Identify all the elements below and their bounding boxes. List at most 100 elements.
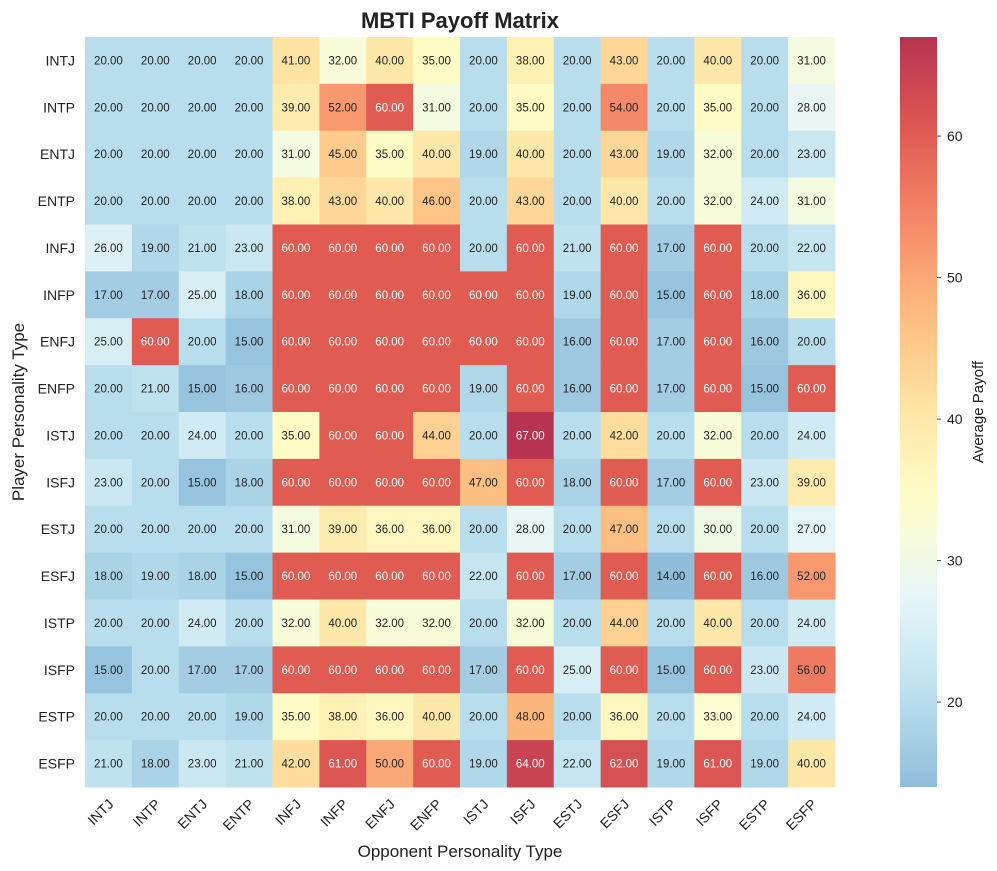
cell-value-label: 40.00	[422, 712, 451, 724]
heatmap-cell	[460, 458, 508, 507]
cell-value-label: 20.00	[750, 712, 779, 724]
cell-value-label: 60.00	[610, 337, 639, 349]
cell-value-label: 60.00	[703, 665, 732, 677]
heatmap-cell	[272, 740, 320, 788]
cell-value-label: 32.00	[703, 430, 732, 442]
cell-value-label: 40.00	[375, 55, 404, 67]
heatmap-cell	[788, 693, 836, 741]
cell-value-label: 60.00	[422, 665, 451, 677]
cell-value-label: 20.00	[563, 149, 592, 161]
cell-value-label: 60.00	[610, 243, 639, 255]
cell-value-label: 24.00	[797, 430, 826, 442]
heatmap-cell	[85, 177, 133, 225]
heatmap-cell	[460, 318, 508, 366]
heatmap-cell	[553, 646, 602, 694]
heatmap-cell	[272, 177, 320, 225]
heatmap-cell	[85, 412, 133, 460]
cell-value-label: 17.00	[657, 243, 686, 255]
cell-value-label: 24.00	[750, 196, 779, 208]
heatmap-cell	[413, 552, 461, 600]
cell-value-label: 42.00	[282, 759, 311, 771]
cell-value-label: 60.00	[610, 290, 639, 302]
y-tick-label: INTP	[43, 99, 75, 115]
heatmap-cell	[319, 599, 367, 647]
heatmap-cell	[460, 599, 508, 647]
cell-value-label: 16.00	[563, 337, 592, 349]
cell-value-label: 18.00	[235, 477, 264, 489]
cell-value-label: 60.00	[375, 337, 404, 349]
cell-value-label: 20.00	[657, 712, 686, 724]
cell-value-label: 18.00	[750, 290, 779, 302]
y-tick-label: ISTJ	[46, 427, 75, 443]
cell-value-label: 23.00	[235, 243, 264, 255]
heatmap-cell	[131, 318, 180, 366]
heatmap-cell	[647, 740, 695, 788]
cell-value-label: 27.00	[797, 524, 826, 536]
heatmap-cell	[85, 37, 133, 85]
colorbar-tick-label: 50	[947, 270, 963, 286]
heatmap-cell	[506, 412, 555, 460]
cell-value-label: 36.00	[375, 712, 404, 724]
heatmap-cell	[131, 505, 180, 554]
heatmap-cell	[85, 271, 133, 319]
heatmap-cell	[694, 412, 742, 460]
cell-value-label: 50.00	[375, 759, 404, 771]
cell-value-label: 60.00	[610, 665, 639, 677]
heatmap-cell	[788, 271, 836, 319]
cell-value-label: 60.00	[422, 477, 451, 489]
cell-value-label: 20.00	[188, 102, 217, 114]
cell-value-label: 32.00	[703, 149, 732, 161]
cell-value-label: 19.00	[563, 290, 592, 302]
heatmap-cell	[694, 365, 742, 413]
x-tick-label: INFP	[317, 796, 351, 830]
cell-value-label: 20.00	[563, 196, 592, 208]
heatmap-cell	[694, 271, 742, 319]
heatmap-cell	[506, 646, 555, 694]
heatmap-cell	[413, 177, 461, 225]
heatmap-cell	[506, 740, 555, 788]
x-tick-label: INTP	[130, 796, 164, 830]
cell-value-label: 60.00	[375, 384, 404, 396]
cell-value-label: 60.00	[610, 477, 639, 489]
cell-value-label: 20.00	[657, 524, 686, 536]
cell-value-label: 35.00	[282, 712, 311, 724]
heatmap-cell	[553, 693, 602, 741]
cell-value-label: 25.00	[563, 665, 592, 677]
cell-value-label: 33.00	[703, 712, 732, 724]
cell-value-label: 61.00	[328, 759, 357, 771]
heatmap-cell	[272, 37, 320, 85]
heatmap-cell	[788, 412, 836, 460]
cell-value-label: 60.00	[703, 571, 732, 583]
heatmap-cell	[413, 412, 461, 460]
heatmap-cell	[600, 740, 648, 788]
cell-value-label: 20.00	[563, 102, 592, 114]
cell-value-label: 20.00	[750, 55, 779, 67]
colorbar-ticks: 20 30 40 50 60	[937, 128, 963, 710]
heatmap-cell	[178, 224, 227, 272]
heatmap-cell	[741, 552, 789, 600]
y-tick-label: ENTJ	[40, 146, 75, 162]
heatmap-cell	[225, 693, 273, 741]
cell-value-label: 23.00	[188, 759, 217, 771]
cell-value-label: 22.00	[469, 571, 498, 583]
heatmap-cell	[225, 271, 273, 319]
heatmap-cell	[553, 224, 602, 272]
cell-value-label: 60.00	[375, 102, 404, 114]
y-tick-label: ENFP	[38, 381, 75, 397]
cell-value-label: 60.00	[375, 477, 404, 489]
heatmap-cell	[178, 177, 227, 225]
x-tick-label: ISTJ	[460, 796, 492, 828]
cell-value-label: 35.00	[375, 149, 404, 161]
heatmap-cell	[600, 458, 648, 507]
heatmap-cell	[413, 693, 461, 741]
heatmap-cell	[85, 646, 133, 694]
cell-value-label: 35.00	[282, 430, 311, 442]
cell-value-label: 20.00	[141, 712, 170, 724]
cell-value-label: 32.00	[703, 196, 732, 208]
heatmap-cell	[788, 552, 836, 600]
heatmap-cell	[600, 552, 648, 600]
cell-value-label: 43.00	[610, 55, 639, 67]
heatmap-cell	[178, 37, 227, 85]
heatmap-cell	[319, 83, 367, 132]
heatmap-cell	[741, 318, 789, 366]
